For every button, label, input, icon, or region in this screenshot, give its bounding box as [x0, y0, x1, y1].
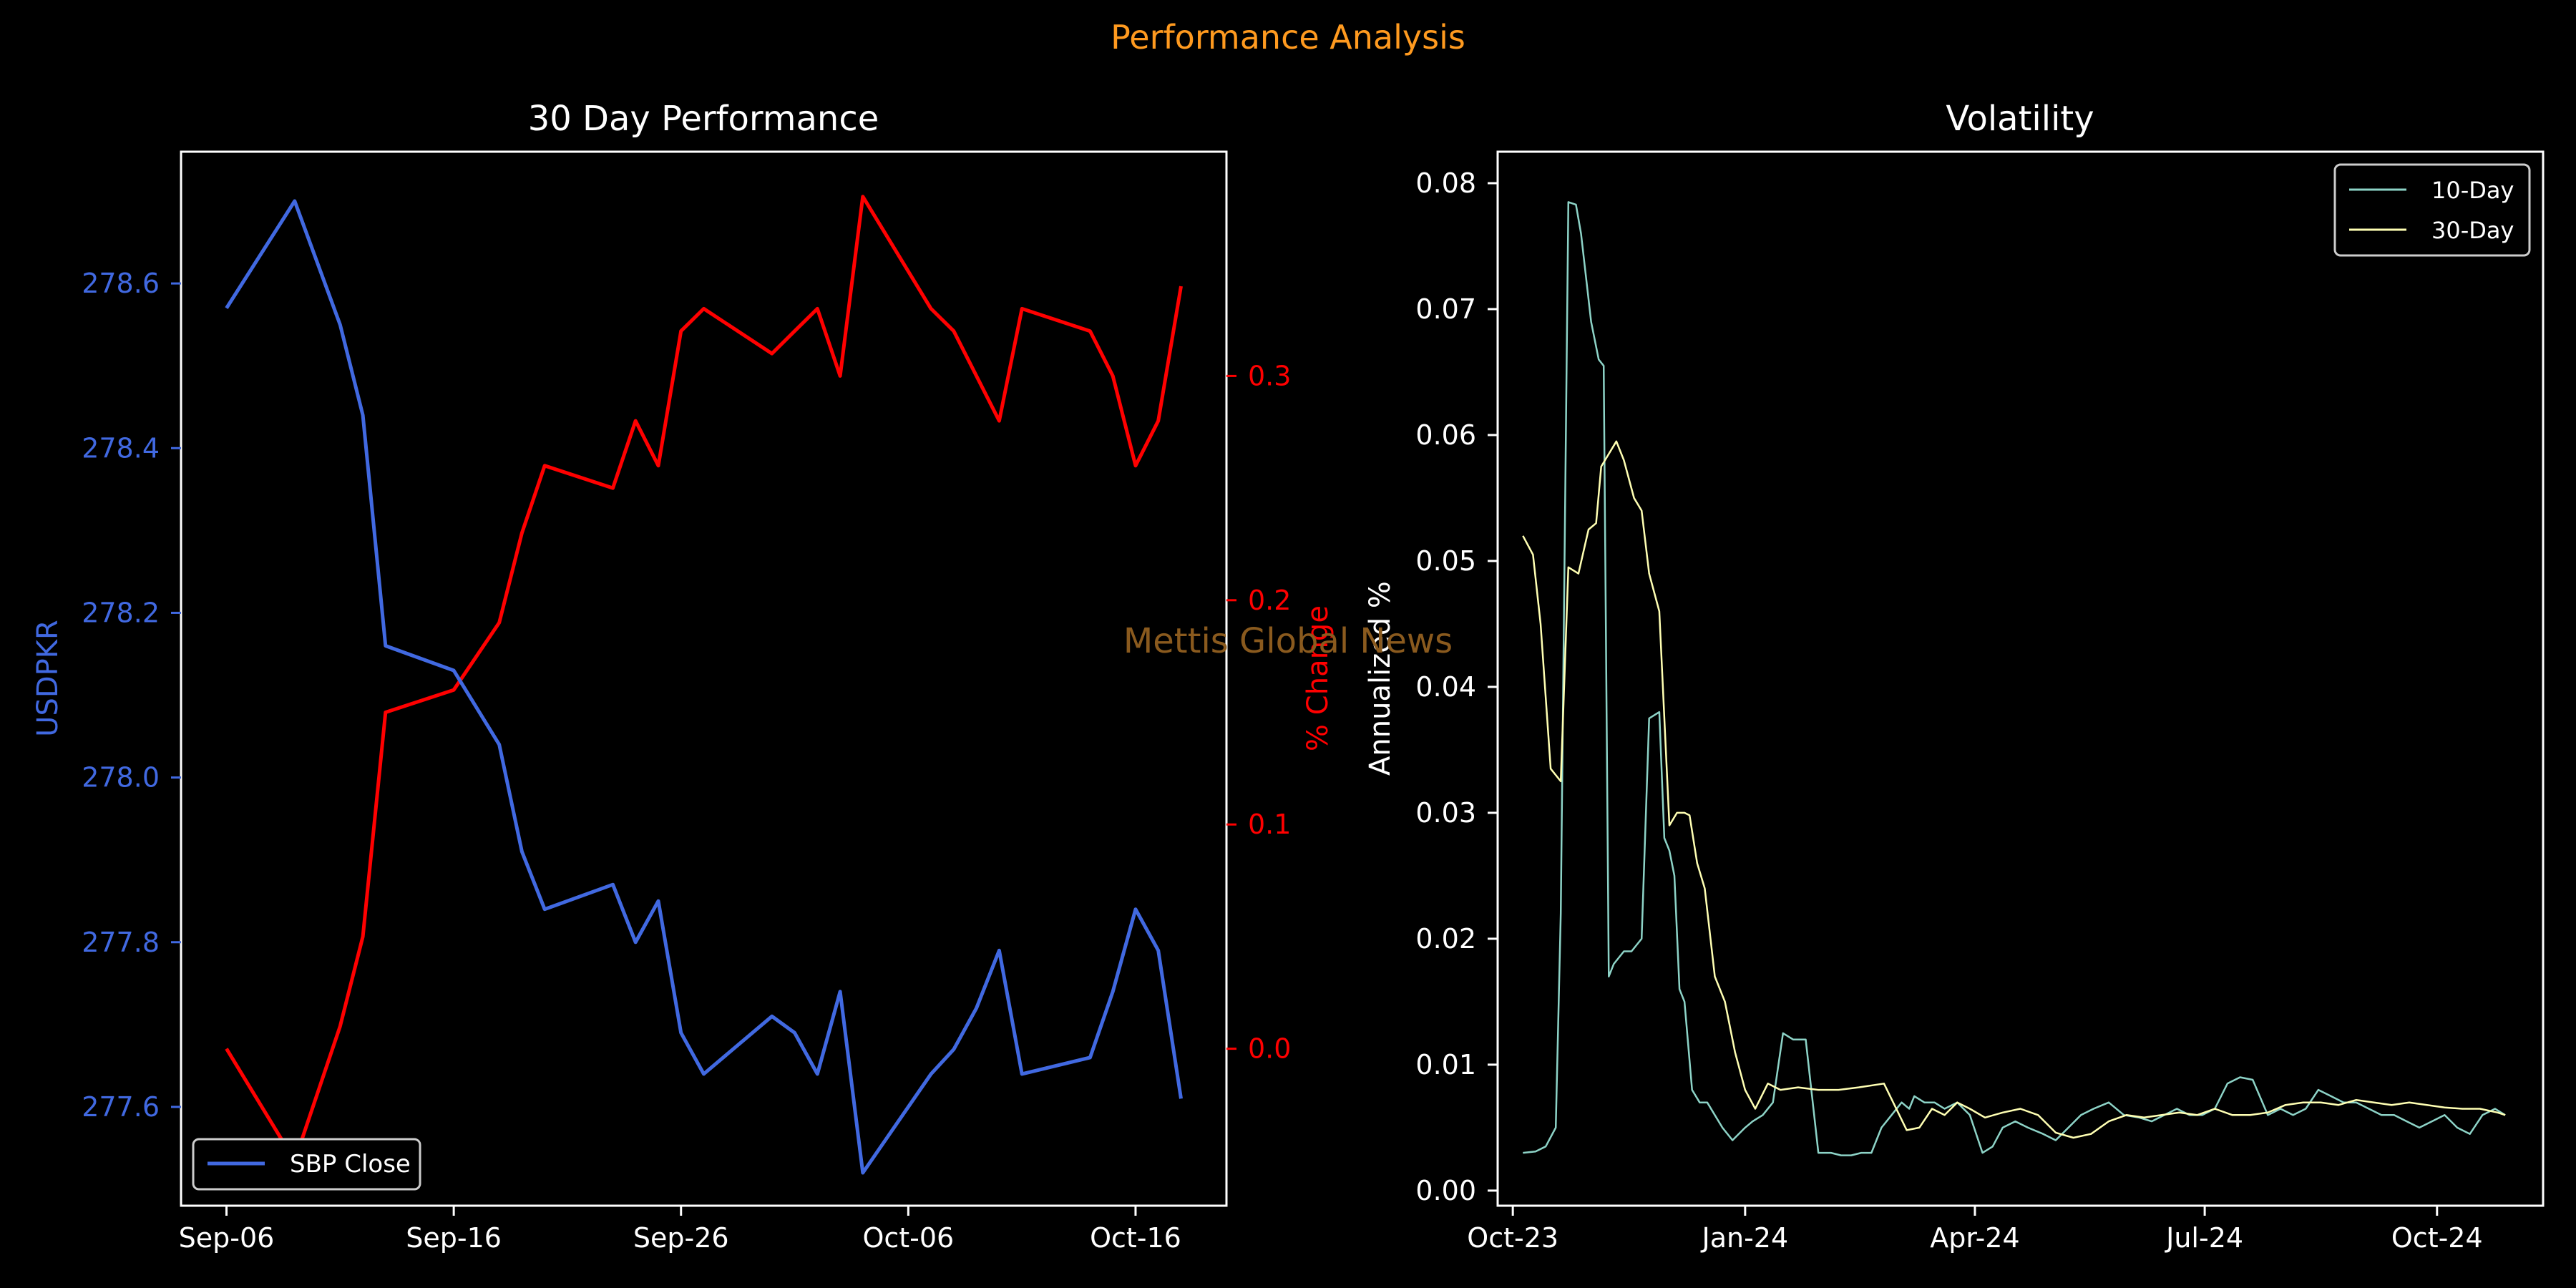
pct-change-line — [225, 195, 1183, 1163]
y-tick-label-0-03: 0.03 — [1415, 797, 1476, 829]
legend-label-30-day: 30-Day — [2431, 217, 2514, 244]
pct-change-axis-label: % Change — [1302, 605, 1335, 751]
figure-suptitle: Performance Analysis — [1111, 18, 1465, 57]
x-tick-label-oct-16: Oct-16 — [1090, 1222, 1181, 1254]
y2-tick-label-0-3: 0.3 — [1248, 360, 1291, 391]
y-tick-label-0-06: 0.06 — [1415, 419, 1476, 451]
y-tick-label-0-05: 0.05 — [1415, 545, 1476, 577]
y-tick-label-278-4: 278.4 — [82, 432, 160, 464]
x-tick-label-sep-06: Sep-06 — [179, 1222, 275, 1254]
y2-tick-label-0-1: 0.1 — [1248, 809, 1291, 840]
legend-label-sbp-close: SBP Close — [290, 1150, 411, 1179]
vol-30-day-line — [1522, 440, 2506, 1139]
y-tick-label-0-08: 0.08 — [1415, 167, 1476, 199]
volatility-plot-frame — [1496, 150, 2545, 1207]
x-tick-label-jan-24: Jan-24 — [1701, 1222, 1789, 1254]
y-tick-label-0-00: 0.00 — [1415, 1175, 1476, 1206]
x-tick-label-sep-16: Sep-16 — [406, 1222, 502, 1254]
legend-label-10-day: 10-Day — [2431, 177, 2514, 204]
y-tick-label-278-0: 278.0 — [82, 762, 160, 794]
y2-tick-label-0-0: 0.0 — [1248, 1033, 1291, 1065]
volatility-axis-label: Annualized % — [1364, 581, 1397, 776]
y-tick-label-277-8: 277.8 — [82, 927, 160, 958]
x-tick-label-sep-26: Sep-26 — [633, 1222, 729, 1254]
performance-panel: 30 Day Performance Sep-06 Sep-16 Sep-26 Oct… — [31, 99, 1335, 1254]
volatility-title: Volatility — [1946, 99, 2094, 139]
vol-10-day-line — [1523, 201, 2506, 1156]
y-tick-label-0-04: 0.04 — [1415, 671, 1476, 703]
y-tick-label-0-07: 0.07 — [1415, 293, 1476, 325]
x-tick-label-oct-24: Oct-24 — [2391, 1222, 2483, 1254]
x-tick-label-apr-24: Apr-24 — [1930, 1222, 2019, 1254]
legend-box — [2333, 163, 2531, 257]
watermark-text: Mettis Global News — [1123, 621, 1453, 661]
y-tick-label-0-02: 0.02 — [1415, 923, 1476, 955]
y-tick-label-0-01: 0.01 — [1415, 1049, 1476, 1080]
y-tick-label-278-2: 278.2 — [82, 597, 160, 628]
performance-legend: SBP Close — [192, 1138, 421, 1191]
y2-tick-label-0-2: 0.2 — [1248, 585, 1291, 616]
performance-title: 30 Day Performance — [528, 99, 879, 139]
y-tick-label-277-6: 277.6 — [82, 1091, 160, 1123]
performance-plot-frame — [180, 150, 1228, 1207]
volatility-legend: 10-Day 30-Day — [2333, 163, 2531, 257]
usdpkr-axis-label: USDPKR — [31, 620, 64, 737]
y-tick-label-278-6: 278.6 — [82, 268, 160, 299]
x-tick-label-oct-06: Oct-06 — [862, 1222, 954, 1254]
x-tick-label-jul-24: Jul-24 — [2165, 1222, 2243, 1254]
volatility-panel: Volatility Oct-23 Jan-24 Apr-24 Jul-24 Oct-2… — [1364, 99, 2545, 1254]
sbp-close-line — [225, 199, 1183, 1175]
x-tick-label-oct-23: Oct-23 — [1467, 1222, 1558, 1254]
legend-box — [192, 1138, 421, 1191]
